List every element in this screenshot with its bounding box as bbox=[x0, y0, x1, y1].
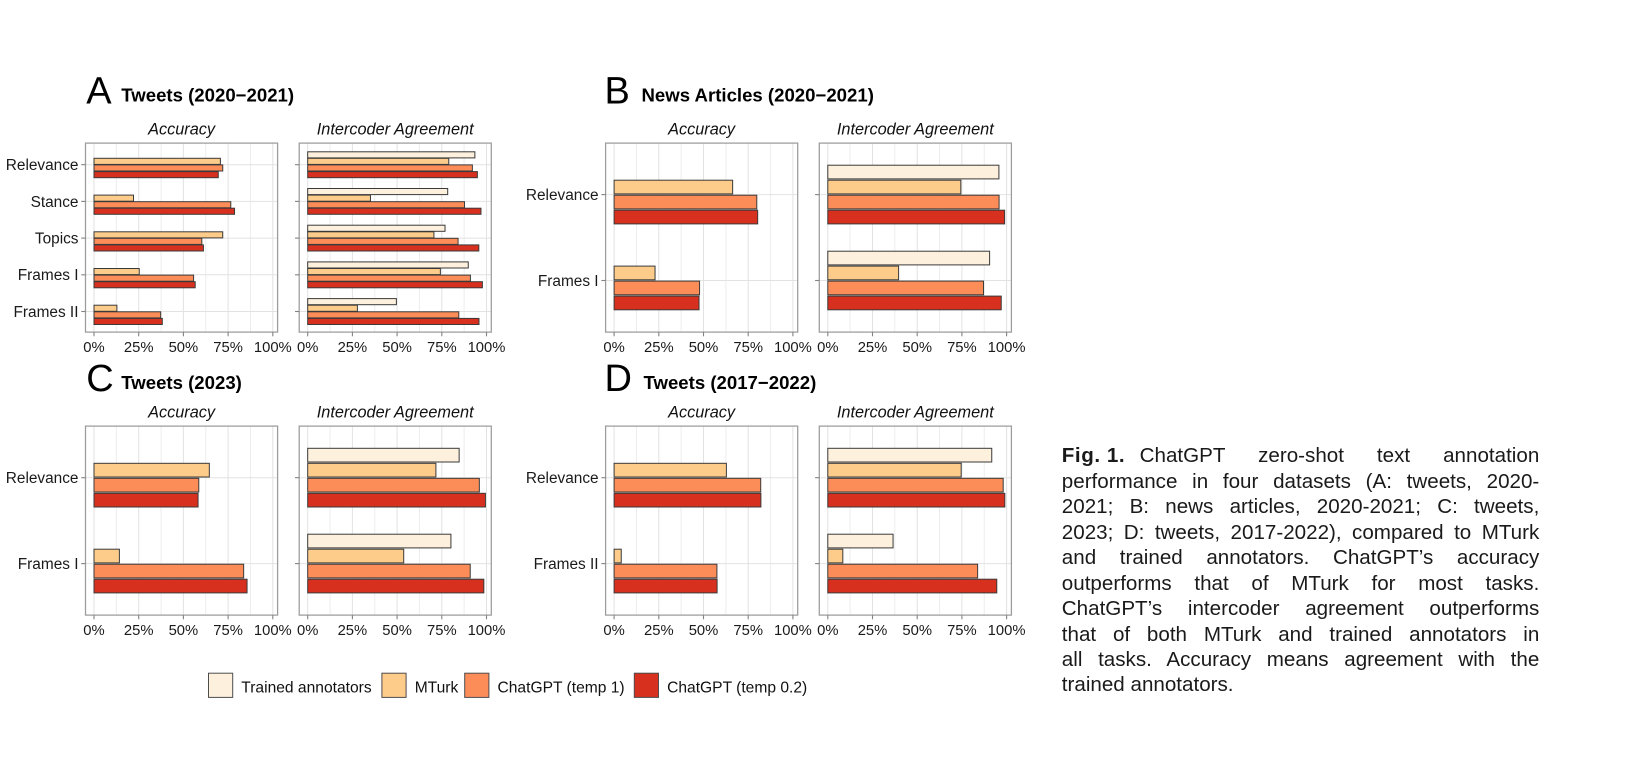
svg-text:Intercoder Agreement: Intercoder Agreement bbox=[317, 121, 475, 139]
svg-text:50%: 50% bbox=[169, 340, 199, 356]
svg-text:75%: 75% bbox=[427, 340, 457, 356]
svg-text:Tweets (2023): Tweets (2023) bbox=[121, 372, 242, 393]
svg-text:Accuracy: Accuracy bbox=[147, 404, 216, 422]
svg-text:50%: 50% bbox=[689, 340, 719, 356]
svg-text:0%: 0% bbox=[817, 623, 838, 639]
svg-text:100%: 100% bbox=[774, 340, 812, 356]
svg-text:MTurk: MTurk bbox=[415, 679, 459, 696]
svg-text:0%: 0% bbox=[297, 623, 318, 639]
svg-text:Intercoder Agreement: Intercoder Agreement bbox=[317, 404, 475, 422]
svg-text:50%: 50% bbox=[382, 340, 412, 356]
svg-text:50%: 50% bbox=[382, 623, 412, 639]
svg-text:Relevance: Relevance bbox=[6, 157, 79, 174]
svg-text:25%: 25% bbox=[338, 340, 368, 356]
svg-text:Accuracy: Accuracy bbox=[667, 121, 736, 139]
svg-text:Trained annotators: Trained annotators bbox=[241, 679, 372, 696]
svg-text:0%: 0% bbox=[83, 623, 104, 639]
svg-text:75%: 75% bbox=[947, 623, 977, 639]
svg-text:Intercoder Agreement: Intercoder Agreement bbox=[837, 404, 995, 422]
svg-text:75%: 75% bbox=[213, 340, 243, 356]
svg-text:Relevance: Relevance bbox=[526, 470, 599, 487]
svg-text:Accuracy: Accuracy bbox=[667, 404, 736, 422]
svg-text:Relevance: Relevance bbox=[526, 187, 599, 204]
svg-text:100%: 100% bbox=[254, 340, 292, 356]
svg-text:25%: 25% bbox=[644, 340, 674, 356]
svg-text:Frames II: Frames II bbox=[534, 556, 599, 573]
svg-text:Frames I: Frames I bbox=[18, 267, 79, 284]
svg-text:ChatGPT (temp 1): ChatGPT (temp 1) bbox=[498, 679, 625, 696]
svg-text:75%: 75% bbox=[213, 623, 243, 639]
svg-text:50%: 50% bbox=[902, 340, 932, 356]
svg-text:25%: 25% bbox=[338, 623, 368, 639]
svg-text:Stance: Stance bbox=[31, 194, 79, 211]
svg-text:0%: 0% bbox=[297, 340, 318, 356]
svg-text:B: B bbox=[605, 71, 630, 113]
svg-text:0%: 0% bbox=[603, 623, 624, 639]
svg-text:A: A bbox=[86, 71, 112, 113]
svg-text:100%: 100% bbox=[988, 340, 1026, 356]
svg-text:25%: 25% bbox=[858, 623, 888, 639]
svg-text:Tweets (2020−2021): Tweets (2020−2021) bbox=[121, 85, 294, 106]
svg-text:Accuracy: Accuracy bbox=[147, 121, 216, 139]
svg-text:Frames I: Frames I bbox=[538, 273, 599, 290]
svg-text:75%: 75% bbox=[947, 340, 977, 356]
svg-text:100%: 100% bbox=[988, 623, 1026, 639]
svg-text:50%: 50% bbox=[902, 623, 932, 639]
svg-text:Frames I: Frames I bbox=[18, 556, 79, 573]
svg-text:100%: 100% bbox=[468, 623, 506, 639]
svg-text:100%: 100% bbox=[254, 623, 292, 639]
svg-text:Intercoder Agreement: Intercoder Agreement bbox=[837, 121, 995, 139]
svg-text:Tweets (2017−2022): Tweets (2017−2022) bbox=[644, 372, 817, 393]
svg-text:100%: 100% bbox=[774, 623, 812, 639]
svg-text:75%: 75% bbox=[733, 623, 763, 639]
svg-text:25%: 25% bbox=[124, 623, 154, 639]
svg-text:50%: 50% bbox=[689, 623, 719, 639]
svg-text:Frames II: Frames II bbox=[14, 304, 79, 321]
svg-text:News Articles (2020−2021): News Articles (2020−2021) bbox=[642, 85, 874, 106]
svg-text:25%: 25% bbox=[858, 340, 888, 356]
svg-text:0%: 0% bbox=[83, 340, 104, 356]
svg-text:75%: 75% bbox=[733, 340, 763, 356]
svg-text:Topics: Topics bbox=[35, 231, 79, 248]
svg-text:0%: 0% bbox=[817, 340, 838, 356]
svg-text:25%: 25% bbox=[124, 340, 154, 356]
svg-text:100%: 100% bbox=[468, 340, 506, 356]
svg-text:D: D bbox=[605, 358, 632, 400]
svg-text:0%: 0% bbox=[603, 340, 624, 356]
svg-text:50%: 50% bbox=[169, 623, 199, 639]
svg-text:75%: 75% bbox=[427, 623, 457, 639]
svg-text:C: C bbox=[86, 358, 113, 400]
svg-text:25%: 25% bbox=[644, 623, 674, 639]
svg-text:ChatGPT (temp 0.2): ChatGPT (temp 0.2) bbox=[667, 679, 807, 696]
svg-text:Relevance: Relevance bbox=[6, 470, 79, 487]
